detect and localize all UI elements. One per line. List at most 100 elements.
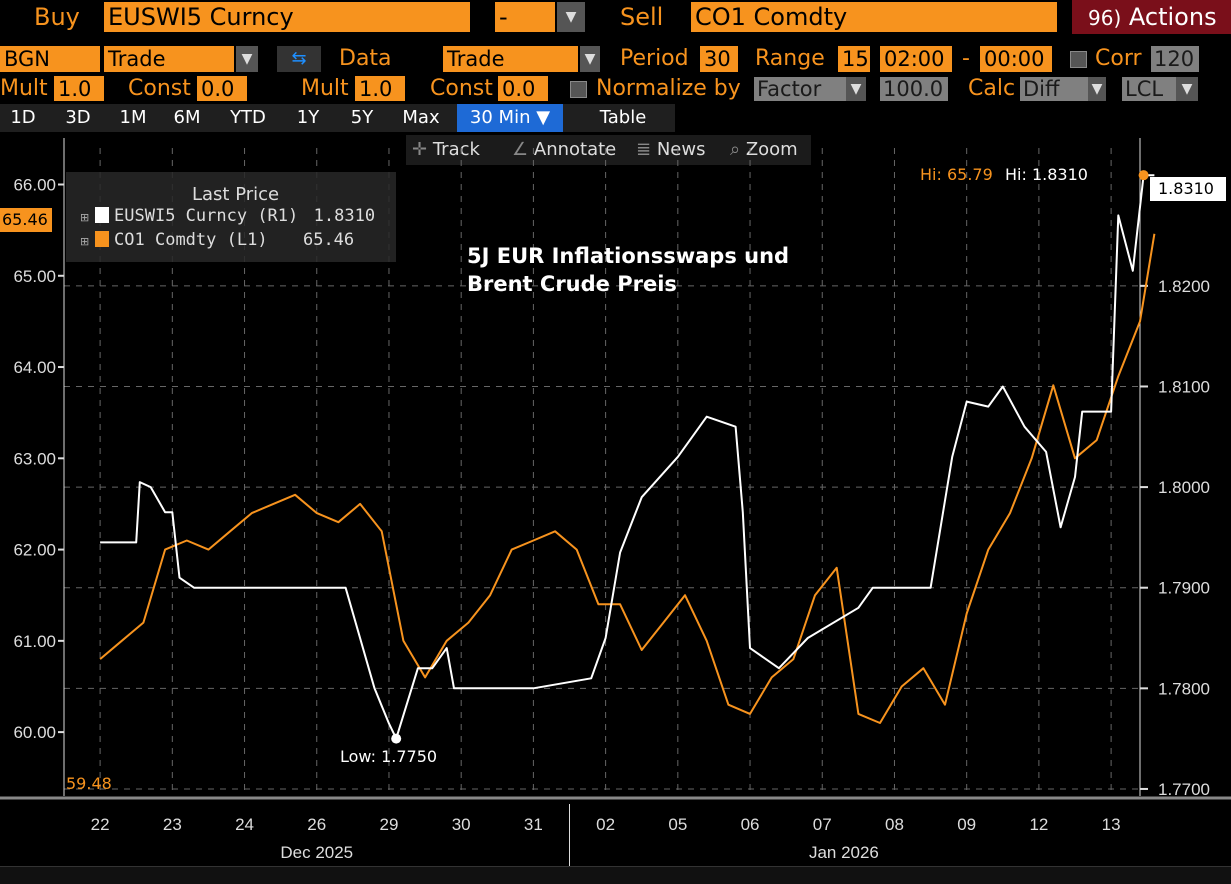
trade-right-dropdown[interactable]: ▼ bbox=[580, 46, 600, 72]
normalize-checkbox[interactable] bbox=[570, 81, 587, 98]
legend-title: Last Price bbox=[192, 184, 280, 205]
series-line-swap bbox=[100, 174, 1155, 740]
y-right-tick-label: 1.8100 bbox=[1158, 377, 1210, 396]
const-field-right[interactable]: 0.0 bbox=[498, 76, 548, 101]
mult-label-right: Mult bbox=[301, 76, 349, 101]
y-left-tick-label: 61.00 bbox=[13, 632, 56, 651]
lcl-field[interactable]: LCL bbox=[1122, 77, 1176, 101]
buy-security-field[interactable]: EUSWI5 Curncy bbox=[104, 2, 470, 32]
hi-annotation-brent: Hi: 65.79 bbox=[920, 165, 993, 184]
x-tick-label: 05 bbox=[668, 815, 687, 834]
y-right-tick-label: 1.7900 bbox=[1158, 579, 1210, 598]
x-tick-label: 29 bbox=[380, 815, 399, 834]
period-field[interactable]: 30 bbox=[700, 46, 738, 72]
tab-30-min[interactable]: 30 Min ▼ bbox=[457, 104, 563, 132]
y-right-tick-label: 1.7800 bbox=[1158, 679, 1210, 698]
operator-dropdown[interactable]: ▼ bbox=[557, 2, 585, 32]
x-tick-label: 26 bbox=[307, 815, 326, 834]
factor-dropdown[interactable]: ▼ bbox=[846, 77, 866, 101]
annotate-button[interactable]: ∠ Annotate bbox=[512, 135, 616, 165]
sell-label: Sell bbox=[620, 3, 664, 31]
magnifier-icon: ⌕ bbox=[730, 139, 741, 160]
news-button[interactable]: ≣ News bbox=[636, 135, 705, 165]
legend-item-swap[interactable]: ⊞ EUSWI5 Curncy (R1) 1.8310 bbox=[80, 206, 375, 228]
range-field[interactable]: 15 bbox=[838, 46, 870, 72]
x-tick-label: 09 bbox=[957, 815, 976, 834]
tab-table[interactable]: Table bbox=[599, 107, 647, 128]
legend-brent-name: CO1 Comdty (L1) bbox=[114, 230, 268, 250]
factor-value-field[interactable]: 100.0 bbox=[880, 77, 948, 101]
swap-button[interactable]: ⇆ bbox=[277, 46, 321, 72]
x-tick-label: 22 bbox=[91, 815, 110, 834]
calc-label: Calc bbox=[968, 76, 1016, 101]
x-tick-label: 07 bbox=[813, 815, 832, 834]
zoom-label: Zoom bbox=[745, 139, 798, 160]
chart-title-line-1: 5J EUR Inflationsswaps und bbox=[467, 244, 790, 268]
time-from-field[interactable]: 02:00 bbox=[880, 46, 952, 72]
low-marker bbox=[391, 733, 402, 744]
calc-field[interactable]: Diff bbox=[1020, 77, 1088, 101]
tab-max[interactable]: Max bbox=[402, 107, 440, 128]
x-tick-label: 13 bbox=[1102, 815, 1121, 834]
data-label: Data bbox=[339, 46, 392, 71]
calc-dropdown[interactable]: ▼ bbox=[1088, 77, 1106, 101]
x-tick-label: 23 bbox=[163, 815, 182, 834]
trade-field-left[interactable]: Trade bbox=[104, 46, 234, 72]
settings-row-2: Mult 1.0 Const 0.0 Mult 1.0 Const 0.0 No… bbox=[0, 76, 1231, 104]
tab-6m[interactable]: 6M bbox=[173, 107, 201, 128]
zoom-button[interactable]: ⌕ Zoom bbox=[730, 135, 798, 165]
y-left-tick-label: 64.00 bbox=[13, 358, 56, 377]
x-tick-label: 30 bbox=[452, 815, 471, 834]
tab-1y[interactable]: 1Y bbox=[296, 107, 320, 128]
pencil-icon: ∠ bbox=[512, 139, 529, 160]
operator-field[interactable]: - bbox=[495, 2, 555, 32]
const-field-left[interactable]: 0.0 bbox=[197, 76, 247, 101]
period-label: Period bbox=[620, 46, 689, 71]
corr-checkbox[interactable] bbox=[1070, 51, 1087, 68]
mult-field-left[interactable]: 1.0 bbox=[54, 76, 104, 101]
buy-label: Buy bbox=[34, 3, 80, 31]
mult-field-right[interactable]: 1.0 bbox=[355, 76, 405, 101]
chart-series bbox=[99, 174, 1156, 740]
y-left-tick-label: 65.00 bbox=[13, 267, 56, 286]
price-chart[interactable]: 22 23 24 26 29 30 31 02 05 06 07 08 09 12 13 Dec 2025 Ja… bbox=[0, 138, 1231, 883]
actions-button[interactable]: 96) Actions bbox=[1072, 0, 1231, 34]
trade-left-dropdown[interactable]: ▼ bbox=[236, 46, 258, 72]
tab-5y[interactable]: 5Y bbox=[350, 107, 374, 128]
legend-item-brent[interactable]: ⊞ CO1 Comdty (L1) 65.46 bbox=[80, 230, 354, 252]
corr-label: Corr bbox=[1095, 46, 1142, 71]
chart-title-line-2: Brent Crude Preis bbox=[467, 272, 677, 296]
factor-field[interactable]: Factor bbox=[754, 77, 846, 101]
tab-1d[interactable]: 1D bbox=[10, 107, 36, 128]
chart-marks bbox=[391, 170, 1149, 744]
status-bar bbox=[0, 866, 1231, 884]
sell-security-field[interactable]: CO1 Comdty bbox=[691, 2, 1057, 32]
series-line-brent bbox=[99, 233, 1156, 724]
corr-field[interactable]: 120 bbox=[1151, 46, 1199, 72]
time-to-field[interactable]: 00:00 bbox=[980, 46, 1052, 72]
crosshair-icon: ✛ bbox=[412, 139, 428, 160]
legend-brent-value: 65.46 bbox=[302, 230, 355, 250]
lcl-dropdown[interactable]: ▼ bbox=[1176, 77, 1198, 101]
x-month-label: Jan 2026 bbox=[809, 843, 879, 862]
x-month-label: Dec 2025 bbox=[280, 843, 353, 862]
trade-field-right[interactable]: Trade bbox=[443, 46, 578, 72]
actions-prefix: 96) bbox=[1088, 6, 1122, 30]
settings-row-1: BGN Trade ▼ ⇆ Data Trade ▼ Period 30 Ran… bbox=[0, 46, 1231, 74]
tab-ytd[interactable]: YTD bbox=[230, 107, 266, 128]
last-price-right-tag: 1.8310 bbox=[1150, 177, 1226, 201]
last-price-left-tag: 65.46 bbox=[0, 208, 52, 232]
tab-3d[interactable]: 3D bbox=[65, 107, 91, 128]
legend-swap-value: 1.8310 bbox=[313, 206, 376, 226]
track-button[interactable]: ✛ Track bbox=[412, 135, 480, 165]
chart-title: 5J EUR Inflationsswaps und Brent Crude P… bbox=[467, 242, 789, 298]
y-left-tick-label: 63.00 bbox=[13, 449, 56, 468]
x-tick-label: 24 bbox=[235, 815, 254, 834]
low-left-tag: 59.48 bbox=[66, 774, 112, 793]
bgn-field[interactable]: BGN bbox=[0, 46, 100, 72]
y-left-tick-label: 60.00 bbox=[13, 723, 56, 742]
tab-1m[interactable]: 1M bbox=[119, 107, 147, 128]
y-left-tick-label: 62.00 bbox=[13, 541, 56, 560]
brent-swatch bbox=[94, 231, 109, 247]
y-right-tick-label: 1.8000 bbox=[1158, 478, 1210, 497]
